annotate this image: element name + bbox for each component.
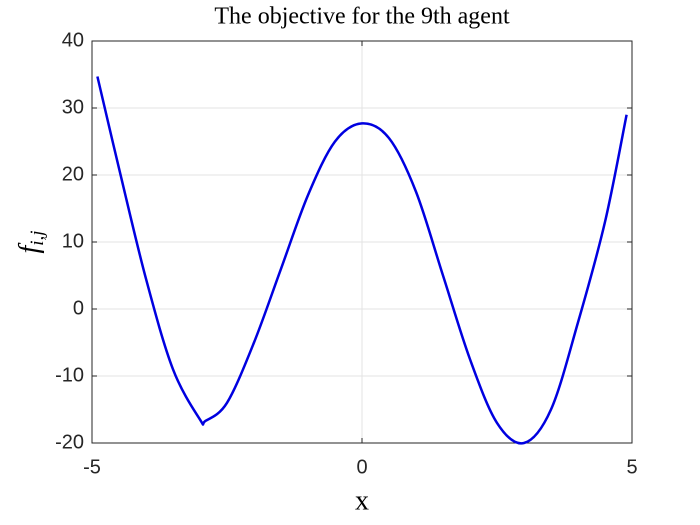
y-tick-label: 20 bbox=[62, 163, 84, 185]
x-tick-label: 5 bbox=[626, 456, 637, 478]
y-axis-label: fi,j bbox=[14, 230, 48, 253]
y-label-subscript: i,j bbox=[27, 230, 48, 245]
y-tick-label: 0 bbox=[73, 297, 84, 319]
x-axis-label: x bbox=[355, 485, 369, 516]
y-tick-label: 10 bbox=[62, 230, 84, 252]
x-tick-label: -5 bbox=[83, 456, 101, 478]
y-tick-label: -10 bbox=[55, 364, 84, 386]
y-tick-label: 40 bbox=[62, 29, 84, 51]
plot-frame bbox=[91, 40, 633, 444]
y-tick-label: -20 bbox=[55, 431, 84, 453]
y-label-main: f bbox=[14, 243, 45, 254]
y-tick-label: 30 bbox=[62, 96, 84, 118]
data-line bbox=[96, 76, 628, 445]
chart-title: The objective for the 9th agent bbox=[214, 4, 510, 30]
x-tick-label: 0 bbox=[356, 456, 367, 478]
